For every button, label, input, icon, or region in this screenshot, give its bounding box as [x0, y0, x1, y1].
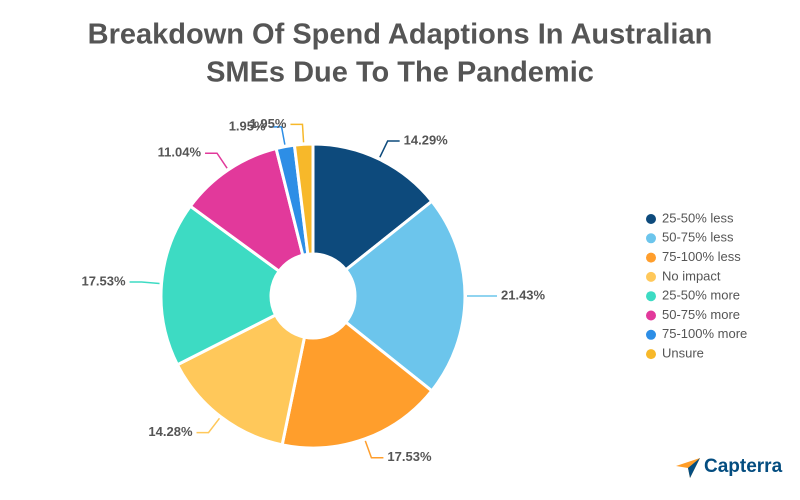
legend-label: 50-75% more: [662, 307, 740, 322]
value-label: 21.43%: [501, 287, 546, 302]
value-label: 1.95%: [250, 116, 287, 131]
leader-line: [379, 140, 400, 158]
legend-label: 75-100% more: [662, 326, 747, 341]
slice: [311, 142, 434, 272]
legend-label: 25-50% less: [662, 210, 734, 225]
legend-label: No impact: [662, 268, 721, 283]
leader-line: [196, 417, 221, 434]
legend-marker: [646, 214, 656, 224]
leader-line: [364, 440, 384, 459]
legend-marker: [646, 233, 656, 244]
legend-marker: [646, 252, 656, 263]
slice: [159, 204, 282, 367]
logo: Capterra: [676, 456, 783, 478]
value-label: 11.04%: [158, 145, 202, 160]
legend-marker: [646, 291, 656, 302]
logo-text: Capterra: [704, 456, 783, 477]
value-label: 14.28%: [148, 424, 193, 439]
legend-label: 25-50% more: [662, 288, 740, 303]
leader-line: [205, 152, 228, 169]
legend-label: 50-75% less: [662, 230, 734, 245]
value-label: 17.53%: [81, 273, 126, 288]
value-label: 17.53%: [387, 449, 432, 464]
leader-line: [269, 126, 286, 145]
legend-marker: [646, 329, 656, 340]
slice: [175, 312, 307, 447]
leader-line: [290, 123, 305, 143]
legend-label: Unsure: [662, 346, 704, 361]
legend-marker: [646, 349, 656, 360]
value-label: 1.95%: [229, 118, 266, 133]
legend-marker: [646, 310, 656, 321]
chart-title: Breakdown Of Spend Adaptions In Australi…: [88, 19, 713, 51]
slice: [292, 142, 315, 256]
value-label: 14.29%: [404, 132, 449, 147]
leader-line: [129, 281, 160, 285]
slice: [188, 146, 305, 274]
slice: [280, 320, 434, 450]
logo-icon: [688, 458, 700, 478]
chart-title: SMEs Due To The Pandemic: [206, 57, 594, 89]
legend-marker: [646, 271, 656, 282]
slice: [343, 199, 467, 393]
legend-label: 75-100% less: [662, 249, 741, 264]
